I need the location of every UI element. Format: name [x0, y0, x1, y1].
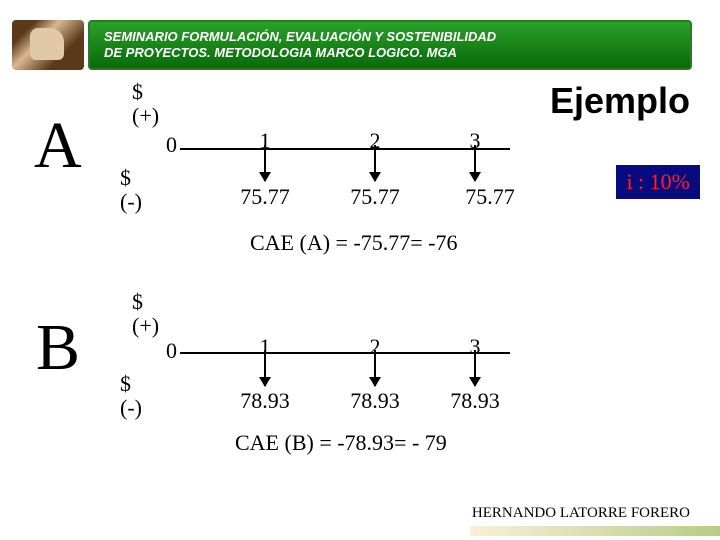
arrow-B3	[474, 350, 476, 386]
arrow-B1	[264, 350, 266, 386]
value-B3: 78.93	[450, 388, 500, 414]
banner: SEMINARIO FORMULACIÓN, EVALUACIÓN Y SOST…	[88, 20, 692, 70]
diagram-B: $ (+) 0 $ (-) 1 78.93 2 78.93 3 78.93 CA…	[120, 290, 540, 480]
origin-B: 0	[166, 338, 177, 364]
label-B: B	[36, 310, 80, 386]
header: SEMINARIO FORMULACIÓN, EVALUACIÓN Y SOST…	[12, 20, 692, 70]
timeline-A	[180, 148, 510, 150]
arrow-A3	[474, 145, 476, 181]
value-A1: 75.77	[240, 184, 290, 210]
value-A2: 75.77	[350, 184, 400, 210]
page-title: Ejemplo	[550, 80, 690, 122]
interest-rate-box: i : 10%	[616, 165, 700, 199]
diagram-A: $ (+) 0 $ (-) 1 75.77 2 75.77 3 75.77 CA…	[120, 80, 540, 270]
banner-line1: SEMINARIO FORMULACIÓN, EVALUACIÓN Y SOST…	[104, 29, 690, 45]
value-B1: 78.93	[240, 388, 290, 414]
arrow-B2	[374, 350, 376, 386]
timeline-B	[180, 352, 510, 354]
banner-line2: DE PROYECTOS. METODOLOGIA MARCO LOGICO. …	[104, 45, 690, 61]
value-B2: 78.93	[350, 388, 400, 414]
cae-A: CAE (A) = -75.77= -76	[250, 230, 458, 256]
arrow-A2	[374, 145, 376, 181]
axis-minus-B: $ (-)	[120, 372, 142, 420]
axis-plus-A: $ (+)	[132, 80, 159, 128]
label-A: A	[34, 108, 82, 184]
footer-decoration	[470, 526, 720, 536]
axis-minus-A: $ (-)	[120, 166, 142, 214]
arrow-A1	[264, 145, 266, 181]
cae-B: CAE (B) = -78.93= - 79	[235, 430, 447, 456]
thumbs-up-logo	[12, 20, 84, 70]
origin-A: 0	[166, 132, 177, 158]
value-A3: 75.77	[465, 184, 515, 210]
axis-plus-B: $ (+)	[132, 290, 159, 338]
footer-author: HERNANDO LATORRE FORERO	[472, 505, 690, 522]
